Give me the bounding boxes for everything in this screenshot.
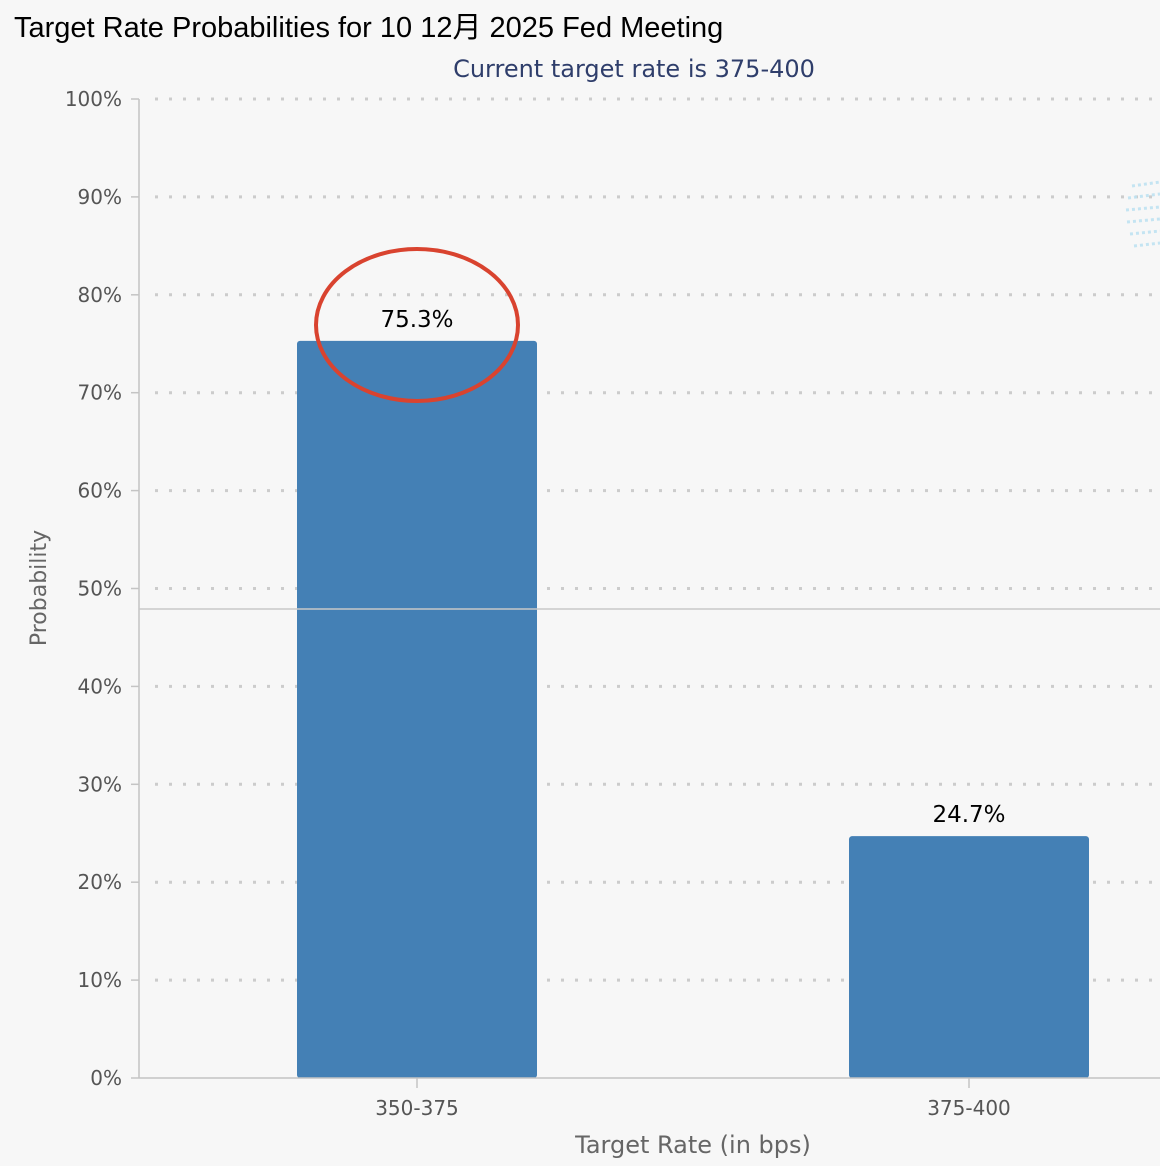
bar-375-400 (849, 836, 1089, 1078)
y-tick-label: 70% (78, 381, 122, 405)
y-axis-ticks: 0% 10% 20% 30% 40% 50% 60% 70% 80% 90% 100% (65, 87, 139, 1090)
x-tick-label: 375-400 (927, 1096, 1011, 1120)
x-axis-ticks: 350-375 375-400 (375, 1078, 1011, 1120)
highlight-circle (314, 247, 520, 403)
y-tick-label: 30% (78, 772, 122, 796)
y-tick-label: 20% (78, 870, 122, 894)
bars (297, 340, 1089, 1078)
data-label: 75.3% (380, 307, 453, 333)
y-axis-label: Probability (27, 530, 52, 646)
y-tick-label: 50% (78, 577, 122, 601)
y-tick-label: 0% (90, 1066, 122, 1090)
y-tick-label: 10% (78, 968, 122, 992)
y-tick-label: 100% (65, 87, 122, 111)
chart-title: Target Rate Probabilities for 10 12月 202… (14, 12, 724, 44)
x-tick-label: 350-375 (375, 1096, 459, 1120)
chart-subtitle: Current target rate is 375-400 (453, 55, 815, 83)
data-labels: 75.3% 24.7% (380, 307, 1005, 828)
y-tick-label: 90% (78, 185, 122, 209)
y-tick-label: 60% (78, 479, 122, 503)
decorative-watermark-icon (1125, 180, 1160, 248)
x-axis-label: Target Rate (in bps) (574, 1131, 811, 1159)
y-tick-label: 40% (78, 674, 122, 698)
data-label: 24.7% (932, 802, 1005, 828)
y-tick-label: 80% (78, 283, 122, 307)
bar-350-375 (297, 340, 537, 1078)
